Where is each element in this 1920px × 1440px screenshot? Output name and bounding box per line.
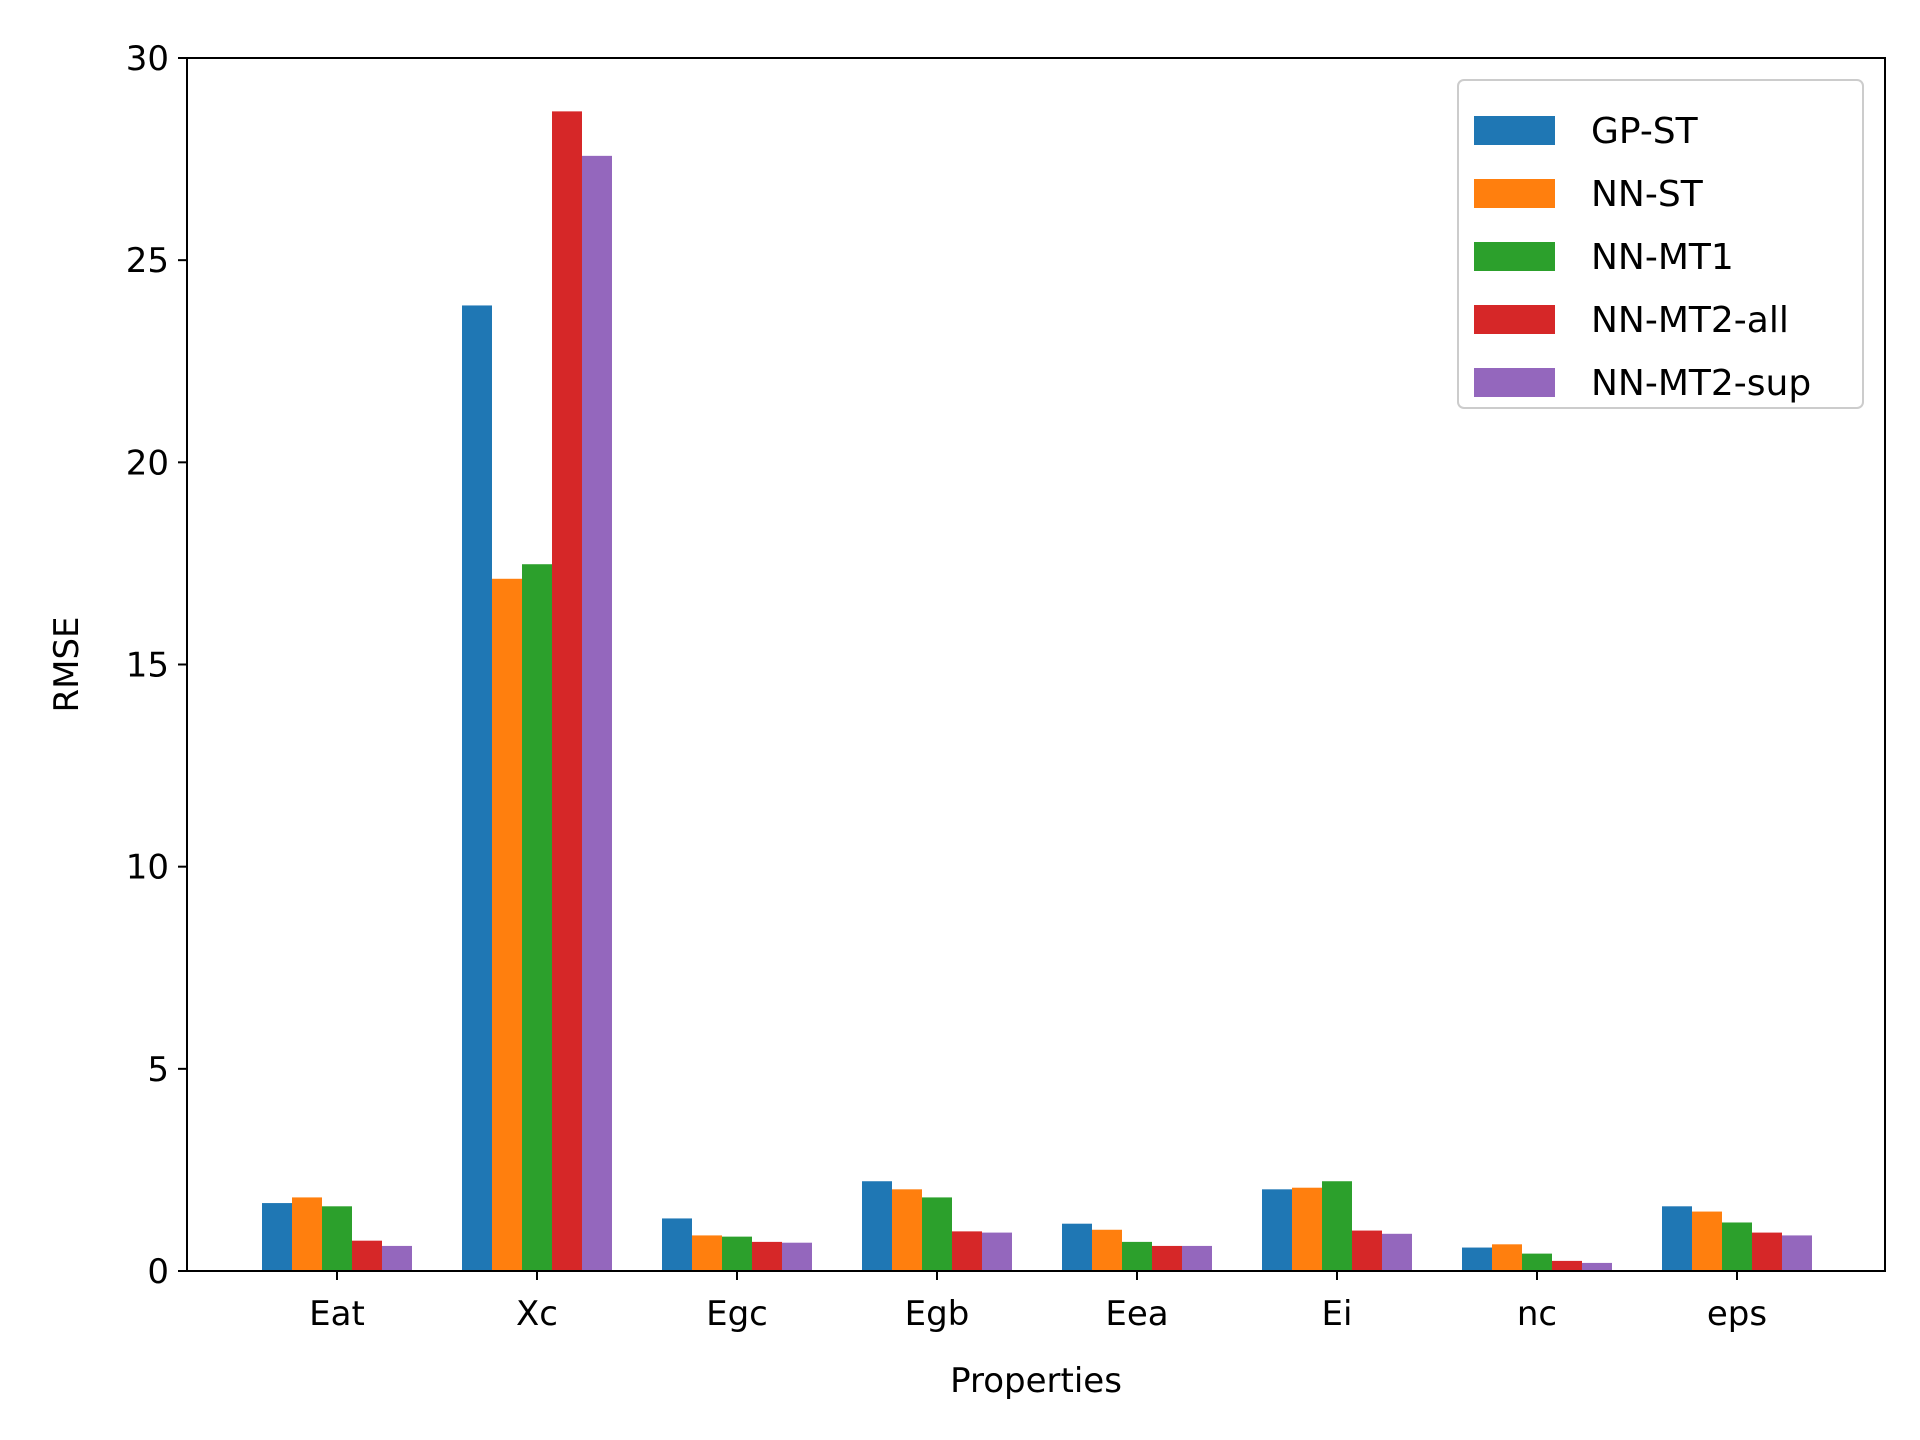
y-tick-label: 30	[126, 39, 169, 79]
bar-Egc-NN-MT2-all	[752, 1241, 782, 1271]
bar-Ei-NN-ST	[1292, 1187, 1322, 1271]
bar-Egb-NN-MT2-sup	[982, 1232, 1012, 1271]
x-tick-label-Ei: Ei	[1322, 1294, 1353, 1334]
y-axis: 0 5 10 15 20 25 30	[126, 39, 187, 1292]
y-tick-label: 15	[126, 646, 169, 686]
legend-swatch-NN-MT1	[1474, 242, 1555, 271]
bar-Eat-GP-ST	[262, 1203, 292, 1271]
bar-Egc-NN-MT1	[722, 1236, 752, 1271]
bar-Eat-NN-MT1	[322, 1206, 352, 1271]
bar-Xc-NN-MT2-sup	[582, 155, 612, 1272]
bar-Egb-NN-ST	[892, 1189, 922, 1271]
x-tick-label-Egc: Egc	[706, 1294, 768, 1334]
bar-Eat-NN-ST	[292, 1197, 322, 1271]
x-tick-label-Eea: Eea	[1105, 1294, 1168, 1334]
x-tick-label-Xc: Xc	[516, 1294, 558, 1334]
bar-Eea-NN-MT2-all	[1152, 1245, 1182, 1271]
bar-Xc-GP-ST	[462, 305, 492, 1271]
bar-Egc-NN-MT2-sup	[782, 1242, 812, 1271]
y-axis-title: RMSE	[47, 616, 87, 712]
bar-eps-NN-MT2-sup	[1782, 1235, 1812, 1271]
legend-swatch-NN-ST	[1474, 179, 1555, 208]
bars-layer	[262, 111, 1812, 1272]
bar-Egb-NN-MT2-all	[952, 1231, 982, 1271]
bar-Ei-GP-ST	[1262, 1189, 1292, 1271]
bar-Egc-NN-ST	[692, 1235, 722, 1271]
bar-Egc-GP-ST	[662, 1218, 692, 1271]
x-tick-label-eps: eps	[1707, 1294, 1767, 1334]
bar-Ei-NN-MT2-sup	[1382, 1233, 1412, 1271]
bar-Ei-NN-MT2-all	[1352, 1230, 1382, 1271]
bar-eps-NN-MT1	[1722, 1222, 1752, 1271]
bar-eps-NN-ST	[1692, 1211, 1722, 1271]
bar-Eea-NN-MT1	[1122, 1241, 1152, 1271]
x-axis-title: Properties	[950, 1361, 1122, 1401]
bar-Ei-NN-MT1	[1322, 1181, 1352, 1271]
bar-Xc-NN-MT1	[522, 564, 552, 1271]
bar-nc-NN-ST	[1492, 1244, 1522, 1271]
legend-label-NN-MT1: NN-MT1	[1591, 237, 1734, 278]
bar-eps-GP-ST	[1662, 1206, 1692, 1271]
legend-label-GP-ST: GP-ST	[1591, 111, 1699, 152]
legend-swatch-NN-MT2-sup	[1474, 368, 1555, 397]
legend-box	[1457, 79, 1864, 409]
bar-Eat-NN-MT2-all	[352, 1240, 382, 1271]
bar-Eea-NN-MT2-sup	[1182, 1245, 1212, 1271]
y-tick-label: 5	[147, 1050, 169, 1090]
y-tick-label: 25	[126, 241, 169, 281]
bar-nc-NN-MT2-all	[1552, 1260, 1582, 1271]
y-tick-label: 10	[126, 848, 169, 888]
x-tick-label-nc: nc	[1517, 1294, 1557, 1334]
bar-eps-NN-MT2-all	[1752, 1232, 1782, 1271]
bar-Eea-GP-ST	[1062, 1223, 1092, 1271]
bar-Xc-NN-MT2-all	[552, 111, 582, 1272]
bar-Egb-NN-MT1	[922, 1197, 952, 1271]
legend-swatch-NN-MT2-all	[1474, 305, 1555, 334]
legend: GP-ST NN-ST NN-MT1 NN-MT2-all NN-MT2-sup	[1457, 79, 1864, 409]
y-tick-label: 20	[126, 443, 169, 483]
legend-swatch-GP-ST	[1474, 116, 1555, 145]
plot-frame	[186, 57, 1886, 1272]
bar-nc-GP-ST	[1462, 1247, 1492, 1271]
bar-Eea-NN-ST	[1092, 1229, 1122, 1271]
legend-label-NN-MT2-sup: NN-MT2-sup	[1591, 363, 1811, 404]
bar-Egb-GP-ST	[862, 1181, 892, 1271]
y-tick-label: 0	[147, 1252, 169, 1292]
bar-nc-NN-MT2-sup	[1582, 1262, 1612, 1271]
bar-nc-NN-MT1	[1522, 1253, 1552, 1271]
x-tick-label-Egb: Egb	[905, 1294, 970, 1334]
legend-label-NN-ST: NN-ST	[1591, 174, 1704, 215]
x-tick-label-Eat: Eat	[309, 1294, 365, 1334]
x-axis: Eat Xc Egc Egb Eea Ei nc eps	[309, 1271, 1767, 1334]
bar-Xc-NN-ST	[492, 578, 522, 1271]
bar-Eat-NN-MT2-sup	[382, 1245, 412, 1271]
legend-label-NN-MT2-all: NN-MT2-all	[1591, 300, 1789, 341]
